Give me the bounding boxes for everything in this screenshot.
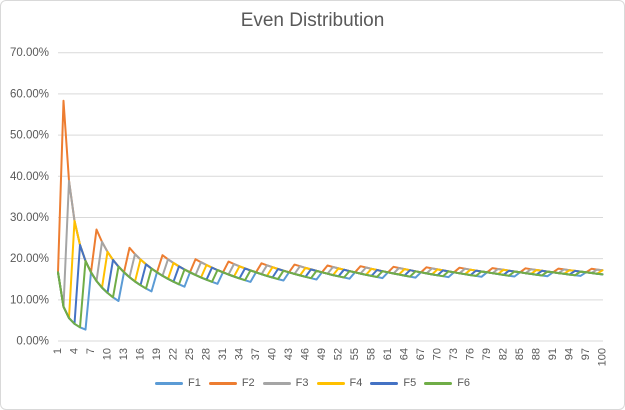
x-axis-tick-label: 67 <box>415 348 427 360</box>
x-axis-tick-label: 25 <box>184 348 196 360</box>
plot-area[interactable] <box>58 52 603 341</box>
legend-swatch-F6 <box>424 381 453 385</box>
y-axis-labels: 0.00% 10.00% 20.00% 30.00% 40.00% 50.00% 60.00… <box>10 47 49 347</box>
legend-swatch-F3 <box>262 381 291 385</box>
x-axis-tick-label: 19 <box>151 348 163 360</box>
x-axis-tick-label: 13 <box>118 348 130 360</box>
x-axis-tick-label: 55 <box>349 348 361 360</box>
y-axis-tick-label: 70.00% <box>10 47 49 59</box>
legend-label-F1: F1 <box>187 376 201 389</box>
x-axis-tick-label: 31 <box>217 348 229 360</box>
legend-swatch-F2 <box>208 381 237 385</box>
x-axis-tick-label: 37 <box>250 348 262 360</box>
x-axis-tick-label: 85 <box>514 348 526 360</box>
legend-item-F2[interactable]: F2 <box>208 376 255 389</box>
legend-item-F5[interactable]: F5 <box>370 376 417 389</box>
x-axis-tick-label: 49 <box>316 348 328 360</box>
legend-item-F6[interactable]: F6 <box>424 376 471 389</box>
x-axis-tick-label: 28 <box>201 348 213 360</box>
x-axis-tick-label: 1 <box>52 348 64 354</box>
x-axis-tick-label: 46 <box>300 348 312 360</box>
x-axis-tick-label: 40 <box>267 348 279 360</box>
y-axis-tick-label: 60.00% <box>10 88 49 100</box>
x-axis-tick-label: 10 <box>102 348 114 360</box>
x-axis-tick-label: 100 <box>597 348 609 366</box>
x-axis-tick-label: 70 <box>432 348 444 360</box>
x-axis-tick-label: 16 <box>135 348 147 360</box>
x-axis-tick-label: 52 <box>333 348 345 360</box>
x-axis-tick-label: 61 <box>382 348 394 360</box>
legend-label-F5: F5 <box>403 376 417 389</box>
series-lines-group <box>57 99 604 331</box>
x-axis-tick-label: 91 <box>547 348 559 360</box>
legend-item-F1[interactable]: F1 <box>154 376 201 389</box>
x-axis-tick-label: 73 <box>448 348 460 360</box>
y-axis-tick-label: 30.00% <box>10 212 49 224</box>
chart-title[interactable]: Even Distribution <box>240 10 385 31</box>
legend-swatch-F5 <box>370 381 399 385</box>
x-axis-tick-label: 82 <box>498 348 510 360</box>
x-axis-labels: 1 4 7 10 13 16 19 22 25 28 31 34 37 40 43 46 49 52 55 58 61 6… <box>52 348 609 366</box>
y-axis-tick-label: 10.00% <box>10 294 49 306</box>
y-axis-tick-label: 0.00% <box>16 336 49 348</box>
x-axis-tick-label: 43 <box>283 348 295 360</box>
y-axis-tick-label: 40.00% <box>10 171 49 183</box>
x-axis-tick-label: 58 <box>366 348 378 360</box>
x-axis-tick-label: 94 <box>564 348 576 360</box>
x-axis-tick-label: 79 <box>481 348 493 360</box>
x-axis-tick-label: 97 <box>580 348 592 360</box>
x-axis-tick-label: 7 <box>85 348 97 354</box>
legend-item-F4[interactable]: F4 <box>316 376 363 389</box>
y-axis-tick-label: 50.00% <box>10 130 49 142</box>
legend-swatch-F1 <box>154 381 183 385</box>
legend-label-F3: F3 <box>295 376 309 389</box>
legend-label-F4: F4 <box>349 376 363 389</box>
x-axis-tick-label: 34 <box>234 348 246 360</box>
x-axis-tick-label: 64 <box>399 348 411 360</box>
legend-item-F3[interactable]: F3 <box>262 376 309 389</box>
legend-swatch-F4 <box>316 381 345 385</box>
series-F6-line[interactable] <box>57 259 604 329</box>
chart-legend: F1 F2 F3 F4 F5 F6 <box>1 375 624 391</box>
legend-label-F6: F6 <box>457 376 471 389</box>
y-axis-tick-label: 20.00% <box>10 253 49 265</box>
x-axis-tick-label: 22 <box>168 348 180 360</box>
x-axis-tick-label: 4 <box>69 348 81 354</box>
x-axis-tick-label: 76 <box>465 348 477 360</box>
gridlines-group <box>58 52 603 342</box>
legend-label-F2: F2 <box>241 376 255 389</box>
x-axis-tick-label: 88 <box>531 348 543 360</box>
